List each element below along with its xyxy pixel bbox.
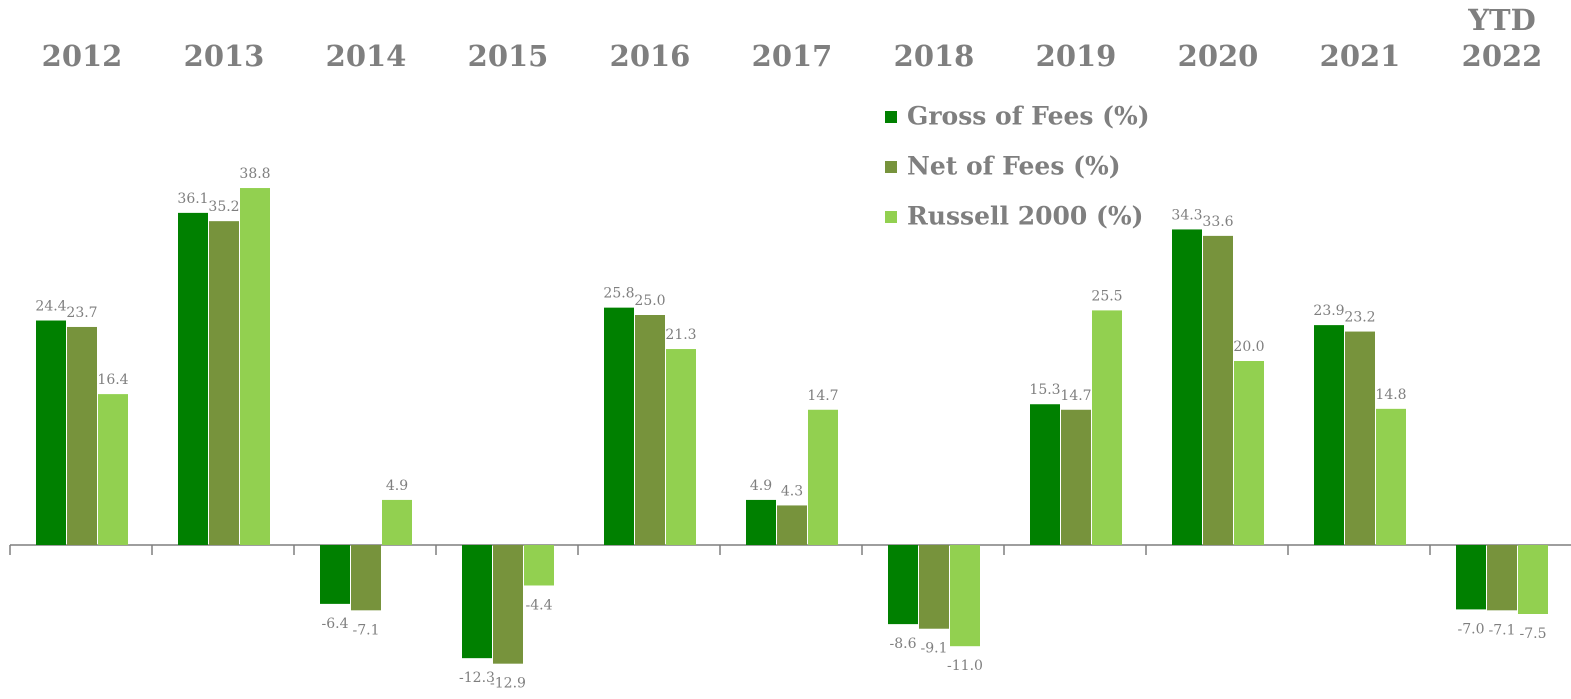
- value-label: 25.0: [634, 293, 665, 309]
- value-label: 23.9: [1313, 303, 1344, 319]
- bar: [888, 545, 918, 625]
- legend-label: Russell 2000 (%): [907, 202, 1143, 231]
- value-label: 4.9: [386, 478, 408, 494]
- value-label: -4.4: [526, 597, 553, 613]
- bar: [1376, 408, 1406, 545]
- bar: [635, 315, 665, 545]
- value-label: 14.7: [807, 388, 838, 404]
- category-label: 2013: [183, 39, 265, 73]
- category-label: 2018: [893, 39, 975, 73]
- bar: [351, 545, 381, 611]
- value-label: 34.3: [1171, 207, 1202, 223]
- bar: [1345, 331, 1375, 545]
- value-label: 25.5: [1091, 288, 1122, 304]
- bar: [919, 545, 949, 629]
- legend-swatch: [885, 211, 897, 223]
- value-label: 14.7: [1060, 388, 1091, 404]
- bar: [36, 320, 66, 545]
- bar: [1061, 409, 1091, 545]
- bar: [524, 545, 554, 586]
- category-label: 2017: [751, 39, 833, 73]
- category-label: 2021: [1319, 39, 1401, 73]
- value-label: 24.4: [35, 299, 66, 315]
- value-label: 35.2: [208, 199, 239, 215]
- bar: [808, 409, 838, 545]
- bar: [950, 545, 980, 647]
- value-label: -7.0: [1458, 621, 1485, 637]
- value-label: 36.1: [177, 191, 208, 207]
- bar: [1172, 229, 1202, 545]
- value-label: -11.0: [947, 658, 983, 674]
- bar: [320, 545, 350, 604]
- bar: [462, 545, 492, 659]
- value-label: -9.1: [921, 641, 948, 657]
- value-label: 23.2: [1344, 310, 1375, 326]
- category-label: YTD 2022: [1461, 3, 1543, 73]
- category-label: 2019: [1035, 39, 1117, 73]
- legend-label: Gross of Fees (%): [907, 102, 1150, 131]
- category-label: 2014: [325, 39, 407, 73]
- category-label: 2012: [41, 39, 123, 73]
- value-label: -7.1: [1489, 622, 1516, 638]
- bar: [1456, 545, 1486, 610]
- bar: [67, 326, 97, 545]
- value-label: 4.9: [750, 478, 772, 494]
- value-label: 33.6: [1202, 214, 1233, 230]
- value-label: -8.6: [890, 636, 917, 652]
- value-label: 38.8: [239, 166, 270, 182]
- bar: [1314, 325, 1344, 545]
- value-label: 15.3: [1029, 382, 1060, 398]
- bar: [666, 349, 696, 545]
- bar: [604, 307, 634, 545]
- bar: [493, 545, 523, 664]
- bar: [1030, 404, 1060, 545]
- bar: [382, 499, 412, 545]
- value-label: 14.8: [1375, 387, 1406, 403]
- bar: [98, 394, 128, 545]
- value-label: -7.1: [353, 622, 380, 638]
- value-label: 21.3: [665, 327, 696, 343]
- legend-swatch: [885, 161, 897, 173]
- bar: [209, 221, 239, 545]
- bar: [178, 212, 208, 545]
- value-label: -12.3: [459, 670, 495, 686]
- value-label: 20.0: [1233, 339, 1264, 355]
- legend-label: Net of Fees (%): [907, 152, 1121, 181]
- bar: [1092, 310, 1122, 545]
- bar: [1518, 545, 1548, 614]
- value-label: 16.4: [97, 372, 128, 388]
- bar: [746, 499, 776, 545]
- value-label: 25.8: [603, 286, 634, 302]
- value-label: -12.9: [490, 676, 526, 692]
- bar: [1234, 361, 1264, 545]
- bar: [1487, 545, 1517, 611]
- value-label: -6.4: [322, 616, 349, 632]
- legend-swatch: [885, 111, 897, 123]
- bar: [240, 188, 270, 546]
- category-label: 2020: [1177, 39, 1259, 73]
- value-label: 23.7: [66, 305, 97, 321]
- bar: [1203, 235, 1233, 545]
- category-label: 2016: [609, 39, 691, 73]
- bar: [777, 505, 807, 545]
- value-label: 4.3: [781, 483, 803, 499]
- category-label: 2015: [467, 39, 549, 73]
- value-label: -7.5: [1520, 626, 1547, 642]
